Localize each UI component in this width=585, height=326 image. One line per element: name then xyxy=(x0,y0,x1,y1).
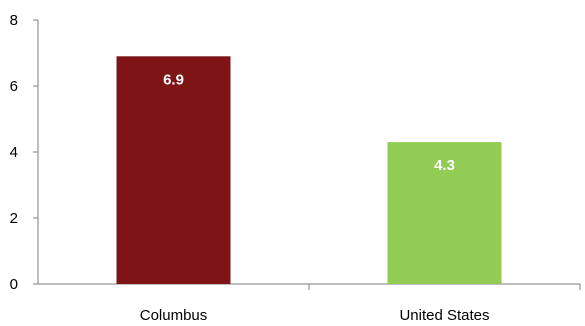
y-tick-label: 4 xyxy=(10,144,18,161)
y-tick-label: 6 xyxy=(10,78,18,95)
x-category-label: United States xyxy=(399,307,489,324)
bar-columbus xyxy=(116,56,231,284)
y-tick-label: 0 xyxy=(10,276,18,293)
x-axis: Columbus United States xyxy=(33,283,581,324)
x-category-label: Columbus xyxy=(140,307,208,324)
data-label: 4.3 xyxy=(434,157,455,174)
y-tick-label: 8 xyxy=(10,12,18,29)
y-tick-label: 2 xyxy=(10,210,18,227)
bar-united-states xyxy=(387,142,502,284)
data-label: 6.9 xyxy=(163,71,184,88)
bars xyxy=(116,56,502,284)
data-labels: 6.9 4.3 xyxy=(163,71,455,174)
y-axis: 0 2 4 6 8 xyxy=(10,12,39,293)
